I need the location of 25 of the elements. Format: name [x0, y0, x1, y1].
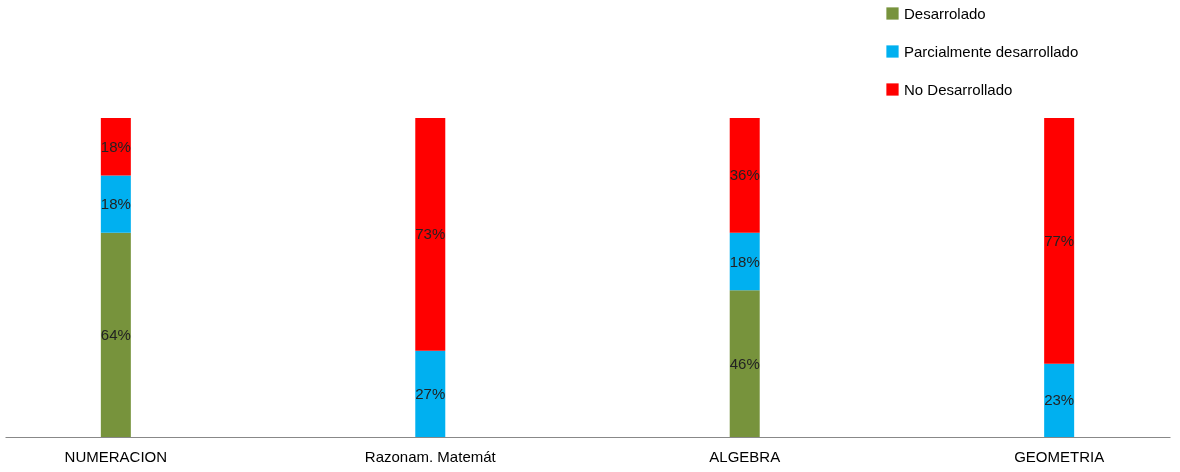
x-tick-label: NUMERACION — [64, 447, 168, 465]
data-label: 73% — [415, 225, 446, 243]
data-label: 27% — [415, 384, 446, 402]
bar — [415, 118, 446, 351]
bar — [100, 232, 131, 437]
x-tick-label: GEOMETRIA — [1014, 447, 1105, 465]
bar — [729, 118, 760, 233]
x-tick-label: ALGEBRA — [709, 447, 781, 465]
legend-label: Parcialmente desarrollado — [904, 42, 1079, 60]
bar — [415, 350, 446, 437]
data-label: 23% — [1044, 391, 1075, 409]
bar — [729, 290, 760, 437]
data-label: 64% — [100, 325, 131, 343]
bar — [1044, 118, 1075, 364]
data-label: 18% — [729, 252, 760, 270]
legend-label: Desarrolado — [904, 4, 986, 22]
data-label: 18% — [100, 195, 131, 213]
data-label: 46% — [729, 354, 760, 372]
data-label: 77% — [1044, 231, 1075, 249]
legend-label: No Desarrollado — [904, 80, 1013, 98]
bar — [1044, 363, 1075, 437]
x-tick-label: Razonam. Matemát — [364, 447, 497, 465]
bar — [100, 175, 131, 233]
data-label: 36% — [729, 166, 760, 184]
data-label: 18% — [100, 137, 131, 155]
